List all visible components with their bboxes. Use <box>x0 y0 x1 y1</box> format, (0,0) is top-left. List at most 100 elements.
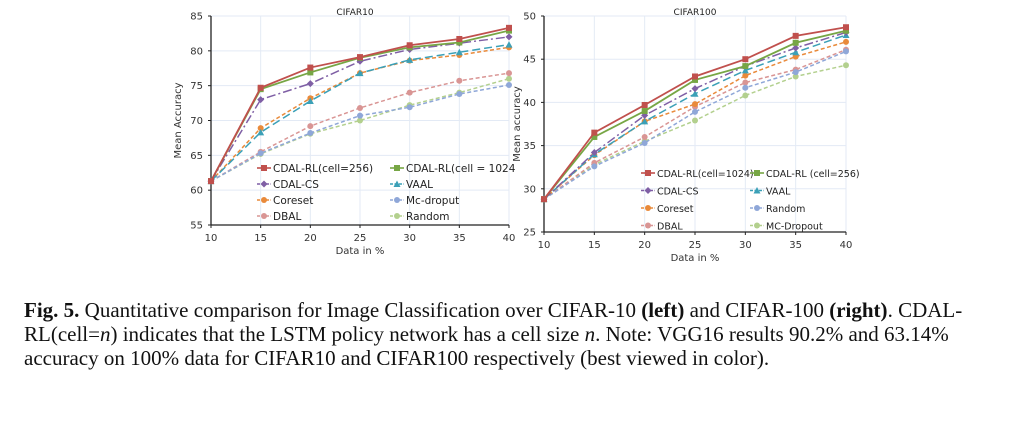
data-point <box>307 69 314 76</box>
data-point <box>641 101 648 108</box>
legend-marker <box>260 180 268 188</box>
caption-var-n2: n <box>584 322 596 346</box>
data-point <box>506 70 512 77</box>
data-point <box>843 38 849 45</box>
legend-marker <box>261 213 267 219</box>
x-tick-label: 30 <box>739 240 752 251</box>
data-point <box>541 196 547 203</box>
caption-right-label: (right) <box>829 298 888 322</box>
legend-marker <box>645 205 651 211</box>
x-tick-label: 25 <box>354 233 367 244</box>
caption-left-label: (left) <box>641 298 685 322</box>
data-point <box>591 163 598 170</box>
series-mc-droput <box>208 81 512 185</box>
data-point <box>641 140 648 147</box>
data-point <box>742 92 749 99</box>
data-point <box>306 80 314 88</box>
caption-text-3: . CDAL-RL(cell= <box>24 298 963 346</box>
caption-text-5: . Note: VGG16 results 90.2% and 63.14% a… <box>24 322 949 370</box>
y-tick-label: 55 <box>190 221 203 232</box>
data-point <box>506 81 512 88</box>
data-point <box>742 79 749 86</box>
data-point <box>591 129 598 136</box>
x-tick-label: 35 <box>789 240 802 251</box>
legend-marker <box>394 213 400 219</box>
legend-marker <box>754 205 760 211</box>
x-tick-label: 10 <box>205 233 218 244</box>
data-point <box>456 91 463 98</box>
y-axis-label: Mean accuracy <box>512 86 523 162</box>
legend-item: CDAL-RL(cell = 1024 <box>390 163 516 175</box>
legend-marker <box>645 170 651 176</box>
chart-title: CIFAR10 <box>336 8 373 18</box>
x-tick-label: 15 <box>254 233 267 244</box>
legend-label: Random <box>406 211 449 223</box>
legend-marker <box>753 187 761 194</box>
data-point <box>456 39 463 46</box>
y-tick-label: 60 <box>190 186 203 197</box>
x-tick-label: 20 <box>638 240 651 251</box>
y-tick-label: 40 <box>523 98 536 109</box>
data-point <box>691 90 699 97</box>
series-cdal-rl-cell-256- <box>541 27 849 203</box>
data-point <box>505 41 513 48</box>
legend-label: VAAL <box>406 179 433 191</box>
legend-label: DBAL <box>657 221 683 232</box>
data-point <box>742 84 749 91</box>
legend-label: Coreset <box>657 204 694 215</box>
cifar10-chart: 55 60 65 70 75 80 85 10 15 20 25 30 35 40 CIFAR10 Data … <box>173 8 516 257</box>
x-tick-label: 20 <box>304 233 317 244</box>
data-point <box>691 85 699 93</box>
y-tick-label: 65 <box>190 151 203 162</box>
legend-item: Random <box>750 204 805 215</box>
data-point <box>306 97 314 104</box>
data-point <box>641 133 648 140</box>
legend-item: DBAL <box>257 211 301 223</box>
legend-marker <box>645 222 651 229</box>
x-axis-label: Data in % <box>336 246 385 257</box>
x-tick-label: 25 <box>689 240 702 251</box>
legend-item: CDAL-CS <box>641 186 699 197</box>
legend-item: VAAL <box>390 179 433 191</box>
legend-marker <box>393 180 401 187</box>
data-point <box>357 112 363 119</box>
figure-label: Fig. 5. <box>24 298 80 322</box>
data-point <box>792 48 800 56</box>
legend-label: Random <box>766 204 805 215</box>
data-point <box>406 42 413 49</box>
y-tick-label: 75 <box>190 81 203 92</box>
data-point <box>257 84 264 91</box>
cifar100-chart: 25 30 35 40 45 50 10 15 20 25 30 35 40 CIFAR100 Data i… <box>512 8 860 264</box>
legend-item: CDAL-RL (cell=256) <box>750 169 860 180</box>
data-point <box>742 56 749 63</box>
y-tick-label: 35 <box>523 141 536 152</box>
legend-label: Coreset <box>273 195 313 207</box>
data-point <box>357 117 363 124</box>
data-point <box>357 54 363 61</box>
legend-label: VAAL <box>766 186 791 197</box>
legend-marker <box>261 165 267 171</box>
legend-label: CDAL-RL (cell=256) <box>766 169 860 180</box>
y-tick-label: 80 <box>190 46 203 57</box>
legend-marker <box>261 197 267 203</box>
data-point <box>456 35 463 42</box>
x-axis-label: Data in % <box>671 253 720 264</box>
legend-label: CDAL-CS <box>273 179 319 191</box>
data-point <box>843 24 849 31</box>
data-point <box>455 48 463 56</box>
data-point <box>843 62 849 69</box>
data-point <box>406 104 413 111</box>
data-point <box>257 96 265 104</box>
data-point <box>792 32 799 39</box>
y-tick-label: 25 <box>523 228 536 239</box>
chart-title: CIFAR100 <box>674 8 717 18</box>
data-point <box>692 108 698 115</box>
data-point <box>456 77 463 84</box>
series-cdal-rl-cell-256- <box>208 24 512 185</box>
y-tick-label: 70 <box>190 116 203 127</box>
legend-marker <box>754 222 760 229</box>
data-point <box>742 63 749 70</box>
data-point <box>307 64 314 71</box>
x-tick-label: 40 <box>503 233 516 244</box>
legend-label: Mc-droput <box>406 195 459 207</box>
